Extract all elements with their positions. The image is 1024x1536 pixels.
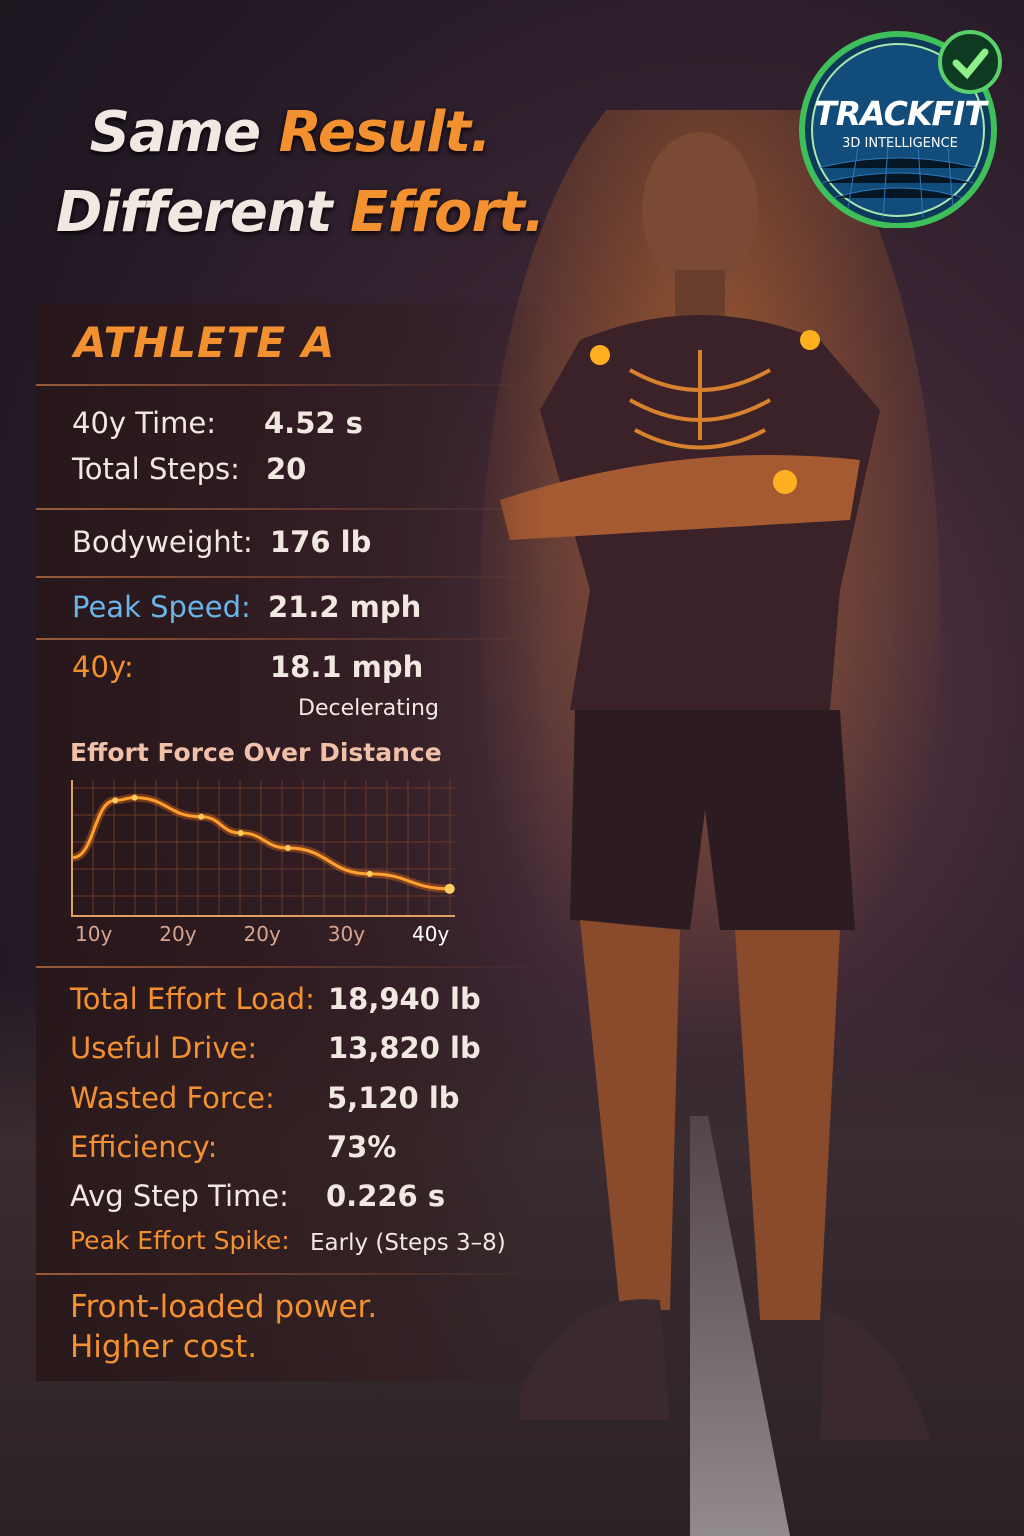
stat-value: 73%: [327, 1130, 397, 1164]
peak-speed-value: 21.2 mph: [268, 590, 422, 624]
stat-value: 18,940 lb: [328, 982, 481, 1016]
x-tick-label: 40y: [412, 922, 450, 946]
steps-value: 20: [266, 452, 307, 486]
logo-tagline: 3D INTELLIGENCE: [842, 136, 958, 151]
x-tick-label: 20y: [159, 922, 197, 946]
footer-line-1: Front-loaded power.: [70, 1289, 378, 1325]
data-point: [112, 797, 119, 804]
headline-line-1: Same Result.: [0, 100, 590, 165]
stat-value: Early (Steps 3–8): [310, 1230, 506, 1256]
data-point: [366, 870, 373, 877]
data-point: [198, 813, 205, 820]
data-point: [237, 830, 244, 837]
divider: [36, 576, 546, 578]
stat-label: Peak Effort Spike:: [70, 1226, 290, 1255]
divider: [36, 638, 546, 640]
divider: [36, 1273, 546, 1275]
time-value: 4.52 s: [264, 406, 363, 440]
stat-label: Avg Step Time:: [70, 1179, 289, 1213]
stat-label: Total Effort Load:: [70, 982, 315, 1016]
divider: [36, 966, 546, 968]
stat-label: Useful Drive:: [70, 1031, 258, 1065]
weight-value: 176 lb: [270, 525, 372, 559]
footer-summary: Front-loaded power. Higher cost.: [70, 1287, 377, 1367]
headline-line-2: Different Effort.: [0, 180, 600, 245]
data-point: [284, 845, 291, 851]
stat-value: 5,120 lb: [327, 1081, 460, 1115]
time-label: 40y Time:: [72, 406, 217, 440]
decelerating-note: Decelerating: [298, 696, 439, 721]
headline-text: Different: [55, 180, 350, 245]
weight-label: Bodyweight:: [72, 525, 253, 559]
divider: [36, 508, 546, 510]
headline-accent: Result.: [278, 100, 492, 165]
athlete-title: ATHLETE A: [74, 318, 336, 367]
data-point: [131, 794, 138, 801]
effort-chart: [71, 780, 455, 917]
stat-label: Wasted Force:: [70, 1081, 275, 1115]
athlete-image: [480, 110, 940, 1440]
trackfit-logo: TRACKFIT 3D INTELLIGENCE: [798, 28, 1002, 229]
stat-value: 0.226 s: [326, 1179, 446, 1213]
chart-title: Effort Force Over Distance: [70, 738, 442, 767]
chart-axis: [71, 780, 455, 917]
logo-brand: TRACKFIT: [814, 94, 987, 133]
divider: [36, 384, 546, 386]
checkmark-icon: [952, 48, 989, 80]
logo-badge-icon: [799, 30, 1002, 229]
stat-value: 13,820 lb: [328, 1031, 481, 1065]
steps-label: Total Steps:: [72, 452, 240, 486]
peak-speed-label: Peak Speed:: [72, 590, 251, 624]
forty-value: 18.1 mph: [270, 650, 424, 684]
footer-line-2: Higher cost.: [70, 1329, 258, 1365]
x-tick-label: 30y: [327, 922, 366, 946]
x-tick-label: 10y: [75, 922, 113, 946]
headline-accent: Effort.: [350, 180, 545, 245]
forty-label: 40y:: [72, 650, 134, 684]
x-tick-label: 20y: [243, 922, 281, 946]
headline-text: Same: [89, 100, 279, 165]
data-point: [444, 883, 455, 894]
stat-label: Efficiency:: [70, 1130, 218, 1164]
